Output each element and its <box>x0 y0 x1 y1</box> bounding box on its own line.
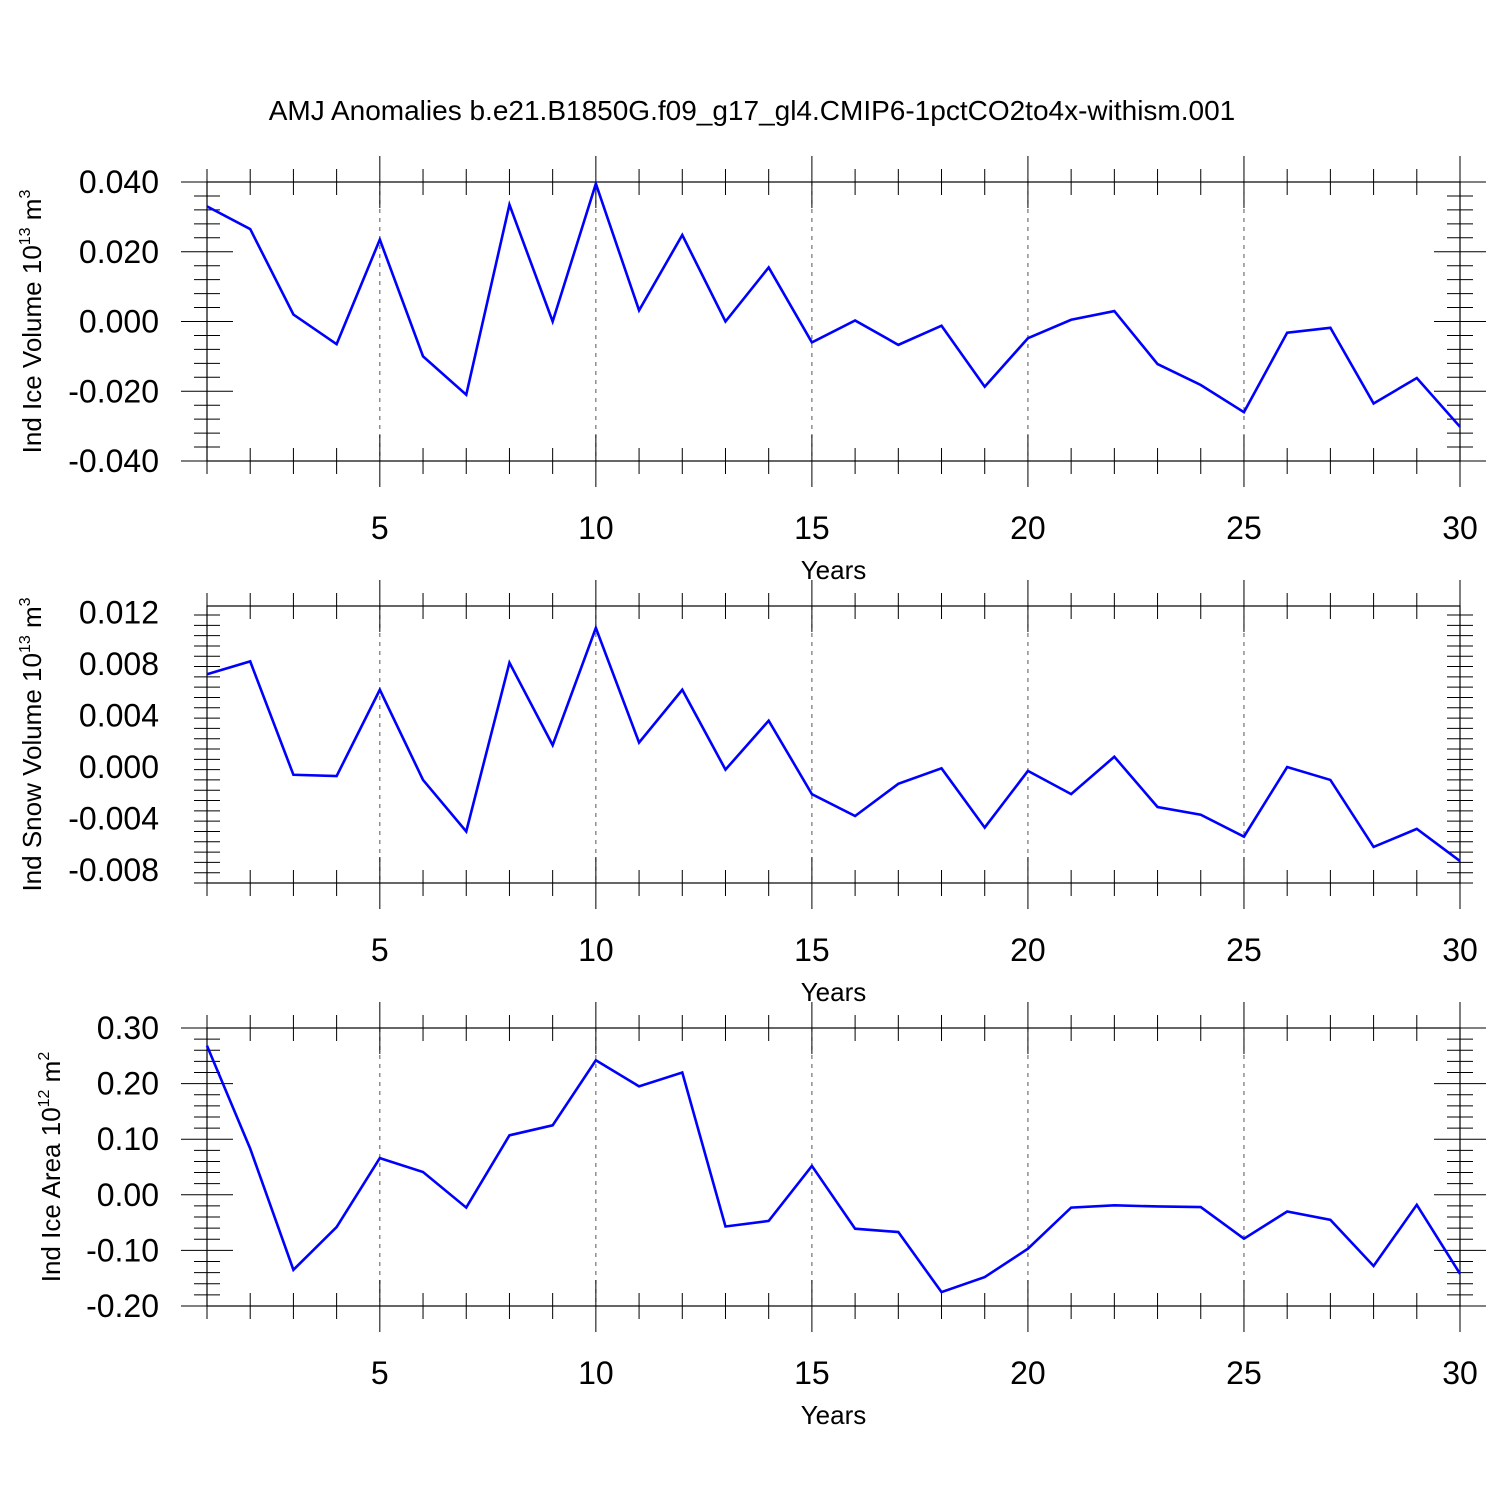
x-tick-label: 15 <box>794 932 830 968</box>
panels: 5 10 15 20 25 30 -0.040 -0.020 0.000 0.020 0.040 Ye… <box>17 156 1486 1430</box>
y-tick-label: 0.040 <box>79 164 159 200</box>
y-tick-label: -0.20 <box>86 1288 159 1324</box>
x-tick-label: 5 <box>371 1355 389 1391</box>
y-axis-label: Ind Ice Area 1012 m2 <box>36 1052 66 1283</box>
y-axis-label: Ind Ice Volume 1013 m3 <box>17 190 47 454</box>
series-line <box>206 179 1461 428</box>
y-tick-label: 0.000 <box>79 749 159 785</box>
y-tick-label: 0.30 <box>97 1010 159 1046</box>
plot-frame <box>206 605 1461 884</box>
series-line <box>205 1045 1462 1294</box>
x-tick-label: 5 <box>371 510 389 546</box>
y-tick-label: -0.10 <box>86 1232 159 1268</box>
series-line <box>206 624 1461 863</box>
y-tick-label: 0.20 <box>97 1066 159 1102</box>
x-axis-label: Years <box>801 555 867 585</box>
x-tick-label: 25 <box>1226 1355 1262 1391</box>
x-tick-label: 30 <box>1442 510 1478 546</box>
y-tick-label: 0.000 <box>79 304 159 340</box>
y-tick-label: -0.004 <box>68 801 159 837</box>
y-tick-label: -0.008 <box>68 852 159 888</box>
chart-panel-3: 5 10 15 20 25 30 -0.20 -0.10 0.00 0.10 0.20 0.30 Yea… <box>36 1002 1486 1430</box>
chart-panel-2: 5 10 15 20 25 30 -0.008 -0.004 0.000 0.004 0.008 0.… <box>17 580 1478 1007</box>
y-tick-label: 0.020 <box>79 234 159 270</box>
x-tick-label: 15 <box>794 510 830 546</box>
y-tick-label: -0.040 <box>68 443 159 479</box>
x-tick-label: 30 <box>1442 932 1478 968</box>
y-tick-label: 0.004 <box>79 698 159 734</box>
y-tick-label: -0.020 <box>68 373 159 409</box>
chart-panel-1: 5 10 15 20 25 30 -0.040 -0.020 0.000 0.020 0.040 Ye… <box>17 156 1486 585</box>
y-tick-label: 0.10 <box>97 1121 159 1157</box>
x-tick-label: 10 <box>578 932 614 968</box>
y-tick-label: 0.012 <box>79 594 159 630</box>
x-axis-label: Years <box>801 977 867 1007</box>
x-tick-label: 20 <box>1010 510 1046 546</box>
x-tick-label: 10 <box>578 510 614 546</box>
plot-frame <box>206 181 1461 462</box>
y-tick-label: 0.008 <box>79 646 159 682</box>
x-tick-label: 25 <box>1226 932 1262 968</box>
x-axis-label: Years <box>801 1400 867 1430</box>
figure-title: AMJ Anomalies b.e21.B1850G.f09_g17_gl4.C… <box>269 95 1236 126</box>
x-tick-label: 10 <box>578 1355 614 1391</box>
x-tick-label: 20 <box>1010 932 1046 968</box>
x-tick-label: 15 <box>794 1355 830 1391</box>
x-tick-label: 30 <box>1442 1355 1478 1391</box>
y-axis-label: Ind Snow Volume 1013 m3 <box>17 597 47 891</box>
x-tick-label: 5 <box>371 932 389 968</box>
x-tick-label: 20 <box>1010 1355 1046 1391</box>
x-tick-label: 25 <box>1226 510 1262 546</box>
y-tick-label: 0.00 <box>97 1177 159 1213</box>
plot-frame <box>206 1027 1461 1307</box>
